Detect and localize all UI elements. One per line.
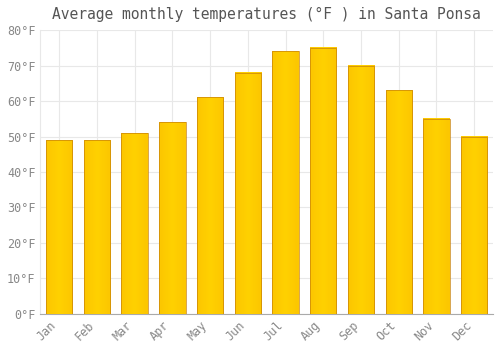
Bar [348,65,374,314]
Bar [159,122,186,314]
Bar [386,90,412,314]
Bar [46,140,72,314]
Title: Average monthly temperatures (°F ) in Santa Ponsa: Average monthly temperatures (°F ) in Sa… [52,7,481,22]
Bar [234,73,261,314]
Bar [84,140,110,314]
Bar [461,136,487,314]
Bar [310,48,336,314]
Bar [272,51,299,314]
Bar [122,133,148,314]
Bar [424,119,450,314]
Bar [197,98,224,314]
